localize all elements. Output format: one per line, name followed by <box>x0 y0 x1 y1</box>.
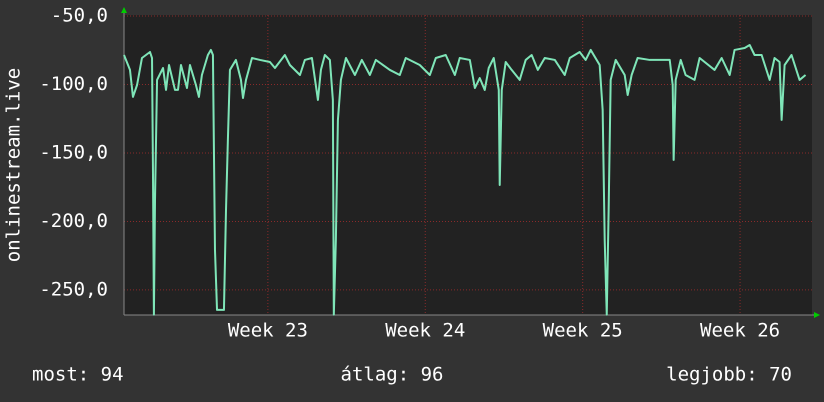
footer-average: átlag: 96 <box>341 364 444 386</box>
x-tick-label: Week 24 <box>385 320 465 342</box>
y-tick-label: -150,0 <box>39 141 108 163</box>
y-tick-label: -250,0 <box>39 278 108 300</box>
footer-current: most: 94 <box>32 364 124 386</box>
y-tick-label: -50,0 <box>51 4 108 26</box>
y-axis-arrow <box>121 7 127 13</box>
grid <box>124 15 812 315</box>
y-tick-label: -100,0 <box>39 73 108 95</box>
x-axis-arrow <box>814 312 820 318</box>
x-tick-label: Week 23 <box>228 320 308 342</box>
footer-best: legjobb: 70 <box>666 364 792 386</box>
x-tick-label: Week 26 <box>700 320 780 342</box>
line-series <box>123 44 807 316</box>
x-tick-label: Week 25 <box>543 320 623 342</box>
marks <box>123 44 807 316</box>
y-tick-label: -200,0 <box>39 210 108 232</box>
y-axis-label: onlinestream.live <box>3 68 25 262</box>
